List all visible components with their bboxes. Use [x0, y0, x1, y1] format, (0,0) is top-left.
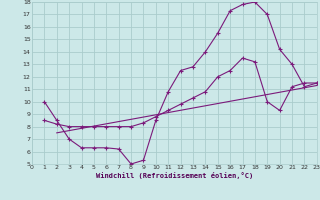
X-axis label: Windchill (Refroidissement éolien,°C): Windchill (Refroidissement éolien,°C) [96, 172, 253, 179]
